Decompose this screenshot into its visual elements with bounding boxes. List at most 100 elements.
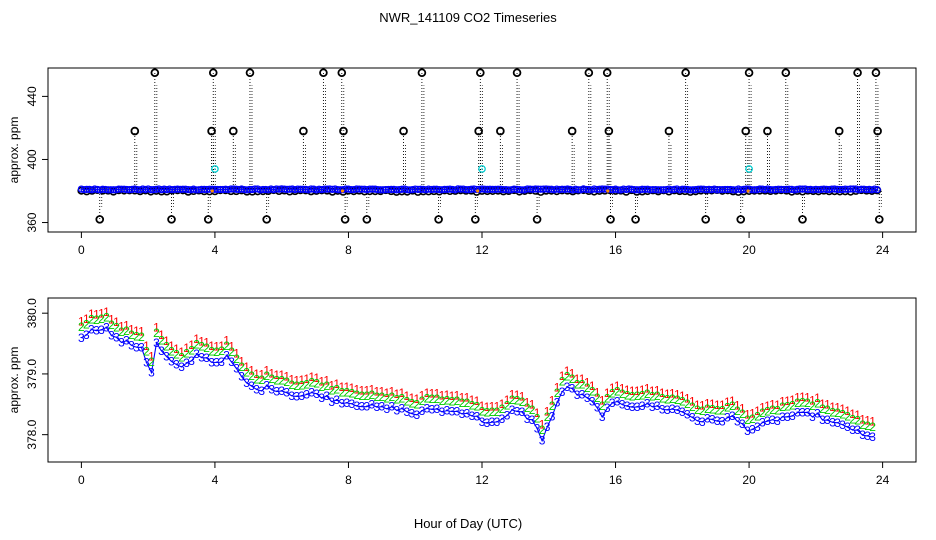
- series-3-point: 3: [148, 366, 155, 380]
- series-1-point: 1: [709, 397, 716, 411]
- average-point: [537, 185, 545, 193]
- series-2-point: 2: [98, 312, 105, 326]
- series-3-point: 3: [363, 400, 370, 414]
- series-3-point: 3: [504, 408, 511, 422]
- series-1-point: 1: [869, 415, 876, 429]
- series-3-point: 3: [609, 396, 616, 410]
- series-3-point: 3: [749, 423, 756, 437]
- raw-spike-point: [228, 126, 238, 136]
- average-point: [860, 185, 868, 193]
- series-3-point: 3: [293, 389, 300, 403]
- cyan-point-center: [214, 168, 216, 170]
- series-2-point: 2: [123, 324, 130, 338]
- average-point: [598, 185, 606, 193]
- series-2-point: 2: [118, 325, 125, 339]
- series-3-point: 3: [233, 362, 240, 376]
- series-3-point: 3: [318, 391, 325, 405]
- series-1-point: 1: [233, 346, 240, 360]
- average-point: [272, 185, 281, 193]
- average-point: [435, 185, 443, 194]
- raw-spike-point: [631, 215, 640, 224]
- series-2-point: 2: [193, 337, 200, 351]
- series-1-point: 1: [679, 389, 686, 403]
- series-3-point: 3: [333, 393, 340, 407]
- series-3-point: 3: [399, 401, 406, 415]
- average-point: [352, 185, 361, 193]
- series-3-point: 3: [313, 387, 320, 401]
- series-3-point: 3: [308, 386, 315, 400]
- raw-spike-point: [476, 68, 485, 78]
- series-2-point: 2: [358, 389, 365, 403]
- series-1-point: 1: [599, 393, 606, 407]
- series-1-point: 1: [699, 399, 706, 413]
- series-3-point: 3: [684, 408, 691, 422]
- series-2-point: 2: [103, 310, 110, 324]
- series-1-point: 1: [659, 386, 666, 400]
- series-2-point: 2: [479, 404, 486, 418]
- average-point: [846, 185, 855, 193]
- series-3-point: 3: [108, 329, 115, 343]
- series-1-point: 1: [223, 333, 230, 347]
- series-2-point: 2: [639, 389, 646, 403]
- series-1-point: 1: [634, 384, 641, 398]
- series-3-point: 3: [669, 402, 676, 416]
- average-point: [481, 185, 489, 193]
- series-2-point: 2: [714, 404, 721, 418]
- series-3-point: 3: [353, 399, 360, 413]
- series-3-point: 3: [699, 415, 706, 429]
- average-point: [873, 185, 881, 194]
- series-2-point: 2: [859, 418, 866, 432]
- average-point: [566, 185, 574, 194]
- raw-spike-point: [701, 215, 710, 224]
- series-1-point: 1: [273, 368, 280, 382]
- series-1-point: 1: [198, 334, 205, 348]
- average-point: [841, 185, 849, 193]
- series-2-point: 2: [739, 407, 746, 421]
- series-2-point: 2: [719, 403, 726, 417]
- series-2-point: 2: [609, 386, 616, 400]
- series-2-point: 2: [168, 344, 175, 358]
- series-2-point: 2: [434, 392, 441, 406]
- series-1-point: 1: [444, 388, 451, 402]
- raw-spike-point: [299, 126, 308, 136]
- series-2-point: 2: [278, 373, 285, 387]
- series-3-point: 3: [213, 356, 220, 370]
- series-1-point: 1: [474, 394, 481, 408]
- series-2-point: 2: [494, 405, 501, 419]
- series-3-point: 3: [534, 421, 541, 435]
- average-point: [219, 185, 227, 194]
- series-2-point: 2: [233, 352, 240, 366]
- x-tick-label: 16: [609, 473, 623, 487]
- series-1-point: 1: [293, 373, 300, 387]
- series-3-point: 3: [258, 384, 265, 398]
- raw-spike-point: [434, 215, 443, 224]
- average-point: [411, 185, 419, 193]
- series-1-point: 1: [499, 397, 506, 411]
- series-3-point: 3: [564, 380, 571, 394]
- raw-spike-point: [741, 126, 751, 136]
- series-1-point: 1: [409, 391, 416, 405]
- series-3-point: 3: [424, 401, 431, 415]
- series-3-point: 3: [368, 397, 375, 411]
- x-tick-label: 4: [212, 243, 219, 257]
- average-point: [817, 185, 825, 194]
- series-1-point: 1: [644, 381, 651, 395]
- series-1-point: 1: [774, 398, 781, 412]
- series-1-point: 1: [864, 414, 871, 428]
- average-point: [440, 185, 449, 193]
- series-2-point: 2: [559, 375, 566, 389]
- series-3-point: 3: [188, 354, 195, 368]
- top-plot-frame: [47, 67, 917, 233]
- accent-point: [476, 189, 480, 193]
- series-3-point: 3: [549, 410, 556, 424]
- series-2-point: 2: [789, 399, 796, 413]
- raw-spike-point: [362, 215, 372, 224]
- series-3-point: 3: [559, 385, 566, 399]
- series-2-point: 2: [158, 334, 165, 348]
- series-1-point: 1: [208, 339, 215, 353]
- series-1-point: 1: [168, 339, 175, 353]
- series-3-point: 3: [789, 409, 796, 423]
- raw-spike-point: [471, 215, 480, 224]
- average-point: [197, 185, 206, 194]
- series-3-point: 3: [88, 323, 95, 337]
